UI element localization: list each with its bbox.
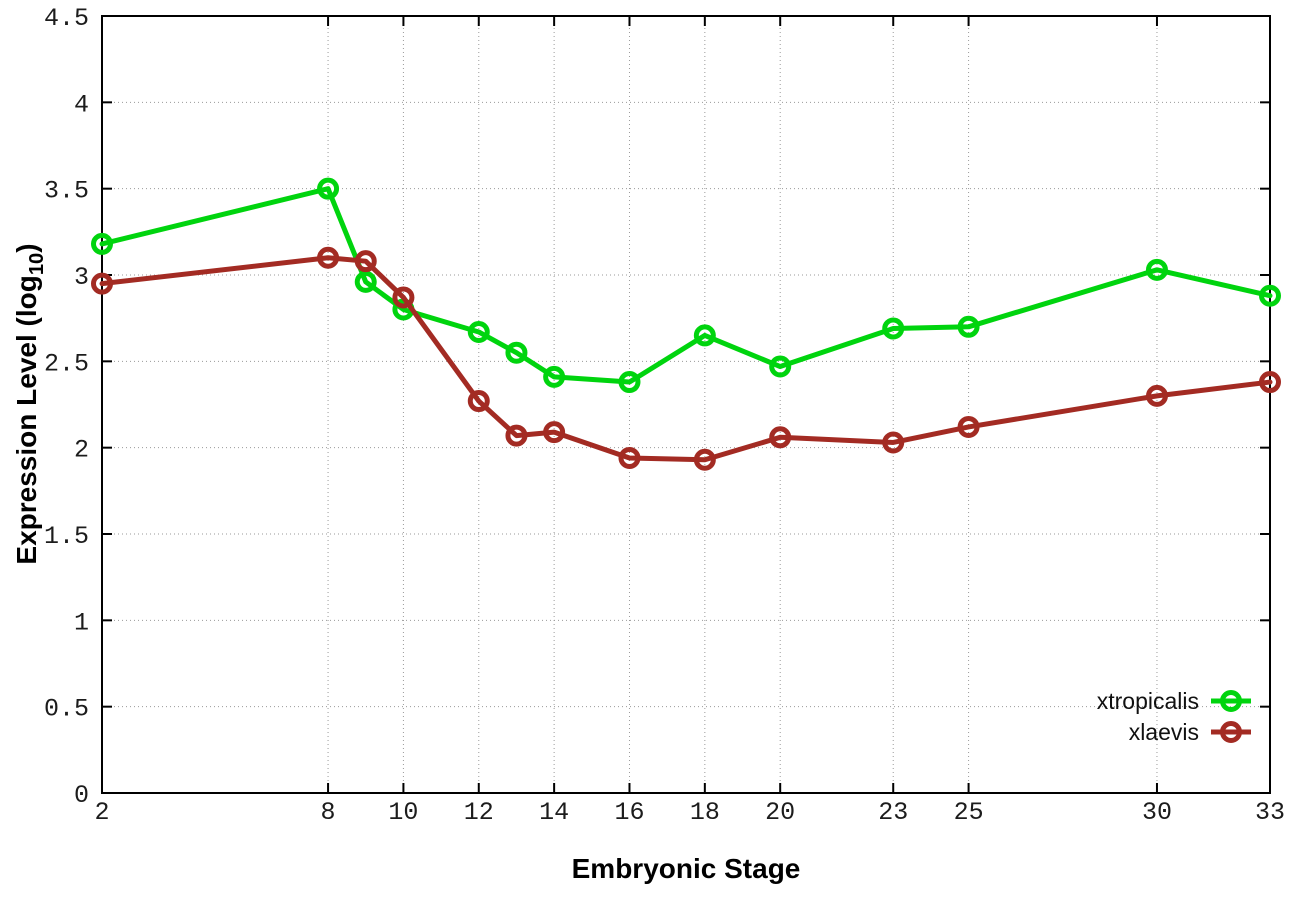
x-tick-label: 30 — [1142, 798, 1172, 827]
data-point-xlaevis — [693, 448, 716, 471]
y-tick-label: 4 — [74, 90, 89, 119]
data-point-xlaevis — [91, 272, 113, 295]
y-axis-title-close: ) — [11, 243, 43, 253]
y-axis-title-text: Expression Level (log — [11, 275, 43, 565]
x-tick-label: 2 — [94, 798, 109, 827]
data-point-xlaevis — [1259, 371, 1281, 394]
data-point-xtropicalis — [1259, 284, 1281, 307]
data-point-xlaevis — [769, 426, 792, 449]
data-point-xtropicalis — [882, 317, 905, 340]
x-tick-label: 12 — [464, 798, 494, 827]
x-tick-label: 23 — [878, 798, 908, 827]
y-tick-label: 2.5 — [44, 349, 89, 378]
data-point-xtropicalis — [543, 365, 566, 388]
x-axis-title: Embryonic Stage — [571, 853, 801, 884]
data-point-xtropicalis — [354, 270, 377, 293]
x-tick-label: 33 — [1255, 798, 1285, 827]
y-tick-label: 3 — [74, 263, 89, 292]
data-point-xlaevis — [392, 286, 415, 309]
data-point-xlaevis — [317, 246, 340, 269]
x-tick-label: 14 — [539, 798, 569, 827]
data-point-xlaevis — [505, 424, 528, 447]
data-point-xtropicalis — [91, 232, 113, 255]
data-point-xlaevis — [354, 250, 377, 273]
data-point-xtropicalis — [467, 320, 490, 343]
data-point-xtropicalis — [957, 315, 980, 338]
data-point-xlaevis — [1145, 384, 1168, 407]
legend-point-sample — [1220, 721, 1242, 743]
legend-item-xlaevis: xlaevis — [1129, 719, 1253, 745]
plot-border — [101, 15, 1271, 794]
x-tick-label: 16 — [614, 798, 644, 827]
data-point-xtropicalis — [769, 355, 792, 378]
y-tick-label: 0.5 — [44, 695, 89, 724]
data-point-xtropicalis — [317, 177, 340, 200]
data-point-xlaevis — [957, 415, 980, 438]
legend-label: xtropicalis — [1096, 688, 1199, 714]
legend-label: xlaevis — [1128, 719, 1199, 745]
data-point-xtropicalis — [618, 371, 641, 394]
legend-marker-icon — [1211, 690, 1251, 712]
x-tick-label: 20 — [765, 798, 795, 827]
data-point-xtropicalis — [693, 324, 716, 347]
legend-marker-icon — [1211, 721, 1251, 743]
y-tick-label: 1 — [74, 608, 89, 637]
y-tick-label: 1.5 — [44, 522, 89, 551]
data-point-xlaevis — [543, 421, 566, 444]
y-axis-title: Expression Level (log10) — [11, 243, 49, 564]
series-line-xtropicalis — [99, 186, 1273, 385]
legend: xtropicalis xlaevis — [1097, 688, 1253, 745]
data-point-xlaevis — [618, 447, 641, 470]
data-point-xlaevis — [467, 390, 490, 413]
x-tick-label: 10 — [388, 798, 418, 827]
data-point-xtropicalis — [1145, 258, 1168, 281]
y-tick-label: 2 — [74, 436, 89, 465]
x-tick-label: 25 — [954, 798, 984, 827]
y-tick-label: 4.5 — [44, 4, 89, 33]
y-tick-label: 0 — [74, 781, 89, 810]
data-point-xlaevis — [882, 431, 905, 454]
x-tick-label: 8 — [321, 798, 336, 827]
y-axis-title-subscript: 10 — [25, 252, 48, 276]
legend-point-sample — [1220, 690, 1242, 712]
y-tick-label: 3.5 — [44, 177, 89, 206]
data-point-xtropicalis — [505, 341, 528, 364]
x-tick-label: 18 — [690, 798, 720, 827]
legend-item-xtropicalis: xtropicalis — [1097, 688, 1253, 714]
